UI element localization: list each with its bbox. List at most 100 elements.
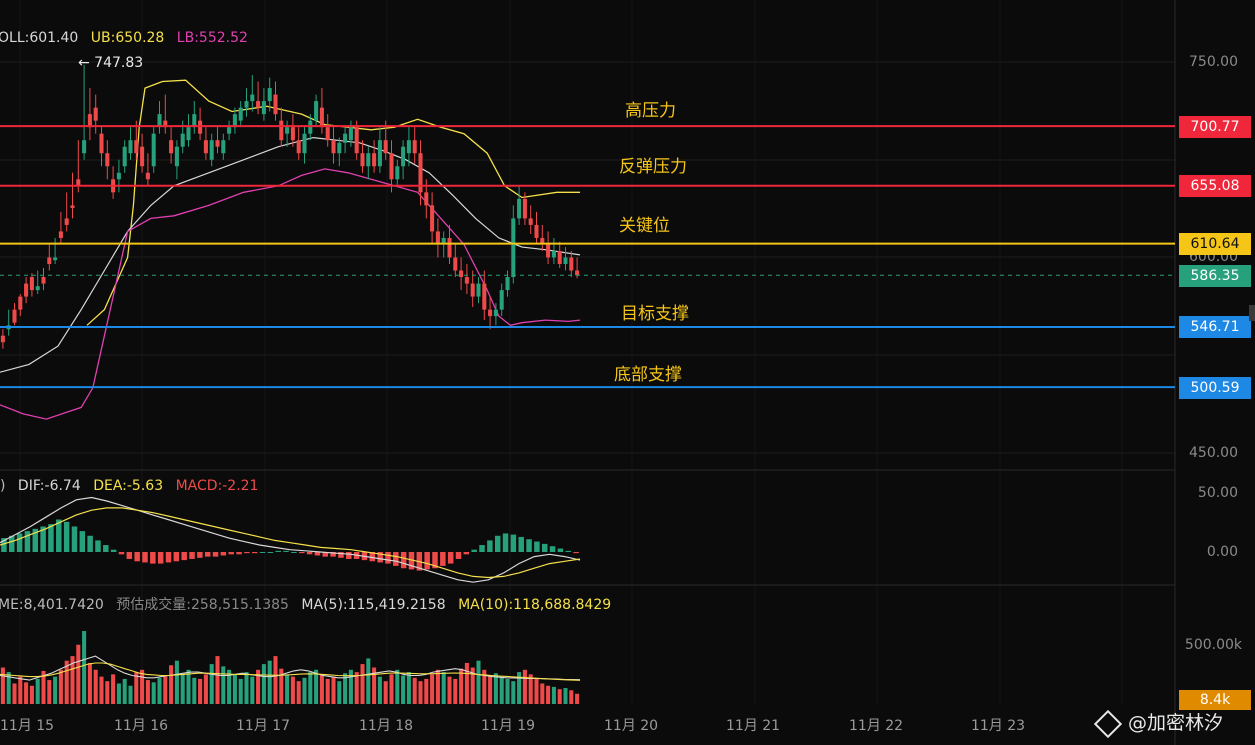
macd-axis-label: 0.00: [1206, 544, 1238, 560]
volume-bar: [70, 656, 75, 704]
candle-body: [464, 277, 469, 284]
candle-body: [314, 101, 319, 121]
candle-body: [285, 127, 290, 134]
volume-bar: [24, 682, 29, 704]
volume-bar: [424, 678, 429, 704]
macd-bar: [259, 552, 266, 553]
volume-bar: [41, 670, 46, 704]
macd-bar: [385, 552, 391, 564]
macd-bar: [95, 540, 101, 552]
macd-bar: [79, 531, 86, 552]
volume-bars: [0, 631, 580, 704]
price-tag-bottom-support: 500.59: [1179, 377, 1251, 399]
candle-body: [528, 218, 533, 225]
candle-body: [343, 133, 348, 143]
candle-body: [261, 101, 266, 115]
volume-bar: [441, 672, 446, 704]
macd-bar: [40, 526, 46, 552]
candle-body: [441, 237, 446, 245]
macd-bar: [134, 552, 140, 562]
candle-body: [186, 127, 191, 141]
macd-dea-line: [0, 507, 581, 579]
candle-body: [203, 140, 208, 154]
volume-bar: [99, 676, 104, 704]
candle-body: [395, 166, 400, 180]
volume-bar: [459, 668, 464, 704]
candle-body: [354, 127, 359, 154]
macd-bar: [369, 552, 376, 562]
macd-bar: [150, 552, 156, 564]
volume-bar: [470, 667, 475, 704]
price-tag-key-level: 610.64: [1179, 233, 1251, 255]
candle-body: [366, 153, 371, 167]
volume-bar: [325, 678, 330, 704]
volume-bar: [447, 676, 452, 704]
macd-bar: [126, 552, 133, 559]
volume-bar: [169, 665, 174, 704]
candle-body: [267, 88, 272, 102]
macd-bar: [251, 552, 258, 554]
date-label: 11月 20: [604, 718, 659, 734]
volume-bar: [215, 656, 220, 704]
volume-bar: [505, 678, 510, 704]
volume-bar: [540, 683, 545, 704]
volume-bar: [186, 669, 191, 704]
macd-dif-line: [0, 496, 581, 583]
boll-legend: OLL:601.40 UB:650.28 LB:552.52: [0, 30, 256, 46]
macd-bar: [487, 540, 493, 552]
volume-bar: [493, 673, 498, 704]
volume-bar: [250, 676, 255, 704]
volume-bar: [6, 672, 11, 704]
price-axis-label: 750.00: [1189, 54, 1238, 70]
macd-dea-value: DEA:-5.63: [93, 478, 164, 494]
macd-bar: [1, 538, 7, 552]
volume-bar: [0, 667, 5, 704]
candle-body: [557, 250, 562, 265]
candle-body: [134, 140, 139, 154]
volume-bar: [302, 677, 307, 704]
boll-upper-line: [86, 79, 580, 326]
scale-drag-handle[interactable]: [1249, 305, 1255, 321]
volume-bar: [453, 678, 458, 704]
candle-body: [534, 224, 539, 238]
volume-bar: [575, 693, 580, 704]
volume-bar: [35, 678, 40, 704]
candle-body: [215, 140, 220, 147]
volume-tag: 8.4k: [1179, 690, 1251, 710]
candle-body: [198, 120, 203, 134]
volume-bar: [47, 680, 52, 704]
watermark-text: @加密林汐: [1128, 712, 1224, 734]
candle-body: [372, 153, 377, 167]
candle-body: [470, 283, 475, 297]
candle-body: [256, 101, 261, 108]
watermark: @加密林汐: [1093, 708, 1224, 738]
macd-bar: [275, 550, 281, 552]
volume-bar: [383, 681, 388, 704]
volume-axis-label: 500.00k: [1184, 637, 1242, 653]
candle-body: [227, 127, 232, 134]
macd-bar: [87, 535, 93, 552]
candle-body: [540, 237, 545, 245]
macd-bar: [534, 541, 540, 552]
volume-bar: [227, 669, 232, 704]
macd-bar: [502, 533, 509, 552]
volume-bar: [192, 677, 197, 704]
boll-upper-value: UB:650.28: [90, 30, 165, 46]
macd-bar: [526, 539, 532, 552]
candle-body: [250, 94, 255, 102]
candle-body: [163, 120, 168, 128]
macd-bar: [142, 552, 148, 563]
candle-body: [377, 140, 382, 167]
macd-bar: [283, 550, 289, 552]
macd-bar: [103, 545, 109, 552]
macd-bar: [236, 552, 242, 555]
volume-bar: [418, 681, 423, 704]
volume-bar: [499, 676, 504, 704]
volume-bar: [285, 674, 290, 704]
volume-bar: [209, 664, 214, 704]
date-label: 11月 19: [481, 718, 536, 734]
macd-bar: [393, 552, 399, 566]
volume-bar: [563, 688, 568, 704]
macd-axis-label: 50.00: [1197, 485, 1238, 501]
